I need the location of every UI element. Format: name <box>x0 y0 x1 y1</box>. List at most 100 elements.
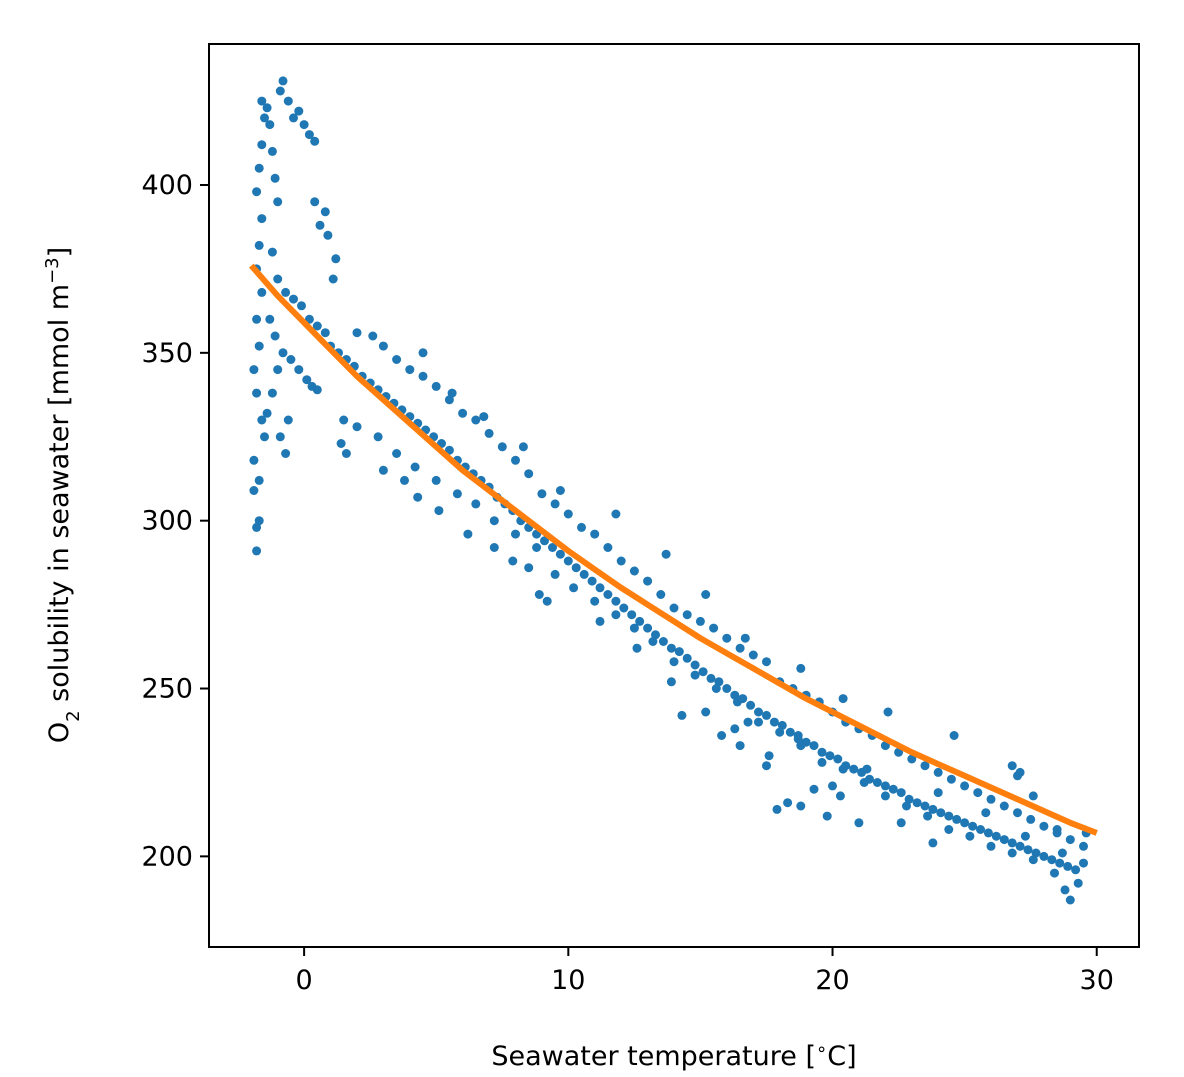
scatter-point <box>1020 831 1030 841</box>
scatter-point <box>555 486 565 495</box>
scatter-point <box>1028 791 1038 801</box>
scatter-point <box>920 761 930 771</box>
y-axis-label-end: ] <box>44 247 75 258</box>
y-tick-label: 350 <box>141 338 193 369</box>
scatter-point <box>1065 895 1075 905</box>
scatter-point <box>923 811 933 821</box>
scatter-point <box>1023 845 1033 855</box>
scatter-point <box>275 86 285 96</box>
scatter-point <box>257 140 267 150</box>
scatter-point <box>907 754 917 764</box>
scatter-point <box>1039 821 1049 831</box>
scatter-point <box>854 818 864 828</box>
scatter-point <box>968 821 978 831</box>
scatter-point <box>666 677 676 687</box>
scatter-point <box>912 798 922 808</box>
scatter-point <box>1071 865 1081 875</box>
scatter-point <box>754 717 763 727</box>
scatter-point <box>999 801 1009 811</box>
scatter-point <box>772 804 782 814</box>
scatter-point <box>629 623 639 633</box>
scatter-point <box>302 375 312 385</box>
scatter-point <box>368 331 378 341</box>
scatter-point <box>328 274 338 284</box>
scatter-point <box>949 731 959 740</box>
scatter-point <box>418 348 428 358</box>
scatter-point <box>312 385 322 395</box>
scatter-point <box>698 667 708 677</box>
scatter-point <box>611 596 621 606</box>
scatter-point <box>946 774 956 784</box>
scatter-point <box>658 637 668 646</box>
scatter-point <box>431 381 441 391</box>
scatter-point <box>587 576 597 586</box>
scatter-point <box>1007 848 1017 858</box>
scatter-point <box>793 734 803 744</box>
scatter-point <box>872 778 882 787</box>
scatter-point <box>294 365 304 375</box>
scatter-point <box>590 596 600 606</box>
x-axis-label: Seawater temperature [∘C] <box>491 1039 856 1073</box>
scatter-point <box>458 408 468 418</box>
scatter-point <box>434 506 444 516</box>
scatter-point <box>1013 808 1022 818</box>
y-tick-label: 200 <box>141 841 193 872</box>
scatter-point <box>981 808 991 818</box>
scatter-point <box>785 727 795 737</box>
scatter-point <box>809 741 819 751</box>
scatter-point <box>252 546 262 556</box>
scatter-point <box>643 576 653 586</box>
scatter-point <box>275 432 285 442</box>
scatter-point <box>764 751 774 761</box>
scatter-point <box>695 616 705 626</box>
scatter-point <box>378 341 388 351</box>
scatter-point <box>331 254 341 264</box>
scatter-point <box>252 314 262 324</box>
scatter-point <box>267 146 277 156</box>
scatter-point <box>273 274 283 284</box>
scatter-point <box>1063 861 1073 871</box>
scatter-point <box>677 710 687 720</box>
scatter-point <box>323 230 333 240</box>
scatter-point <box>511 529 520 539</box>
x-tick-label: 0 <box>296 965 313 996</box>
scatter-point <box>479 412 489 422</box>
scatter-point <box>249 486 259 495</box>
scatter-point <box>249 365 259 375</box>
scatter-point <box>1013 771 1022 781</box>
scatter-point <box>413 492 423 502</box>
x-tick-label: 10 <box>551 965 585 996</box>
y-tick-label: 300 <box>141 506 193 537</box>
scatter-point <box>1047 855 1057 865</box>
fit-line <box>249 263 1098 836</box>
scatter-point <box>666 643 676 653</box>
scatter-point <box>682 610 692 620</box>
scatter-point <box>595 583 605 593</box>
scatter-point <box>1052 825 1062 834</box>
scatter-point <box>674 647 684 657</box>
scatter-point <box>1039 851 1049 861</box>
scatter-point <box>952 814 962 824</box>
scatter-point <box>722 633 732 643</box>
scatter-point <box>310 197 320 207</box>
scatter-point <box>754 707 763 717</box>
scatter-point <box>965 831 975 841</box>
scatter-point <box>270 331 280 341</box>
scatter-point <box>822 811 832 821</box>
scatter-point <box>603 543 613 552</box>
scatter-point <box>595 616 605 626</box>
scatter-point <box>278 348 288 358</box>
scatter-point <box>690 670 700 680</box>
scatter-point <box>746 700 756 710</box>
scatter-point <box>682 653 692 663</box>
x-axis-ticks: 0 10 20 30 <box>296 947 1114 996</box>
scatter-point <box>828 781 837 791</box>
scatter-point <box>273 365 283 375</box>
scatter-point <box>447 388 457 398</box>
scatter-point <box>278 76 288 86</box>
y-axis-label: O2 solubility in seawater [mmol m−3] <box>42 247 84 743</box>
scatter-point <box>257 214 267 224</box>
scatter-point <box>254 475 264 485</box>
